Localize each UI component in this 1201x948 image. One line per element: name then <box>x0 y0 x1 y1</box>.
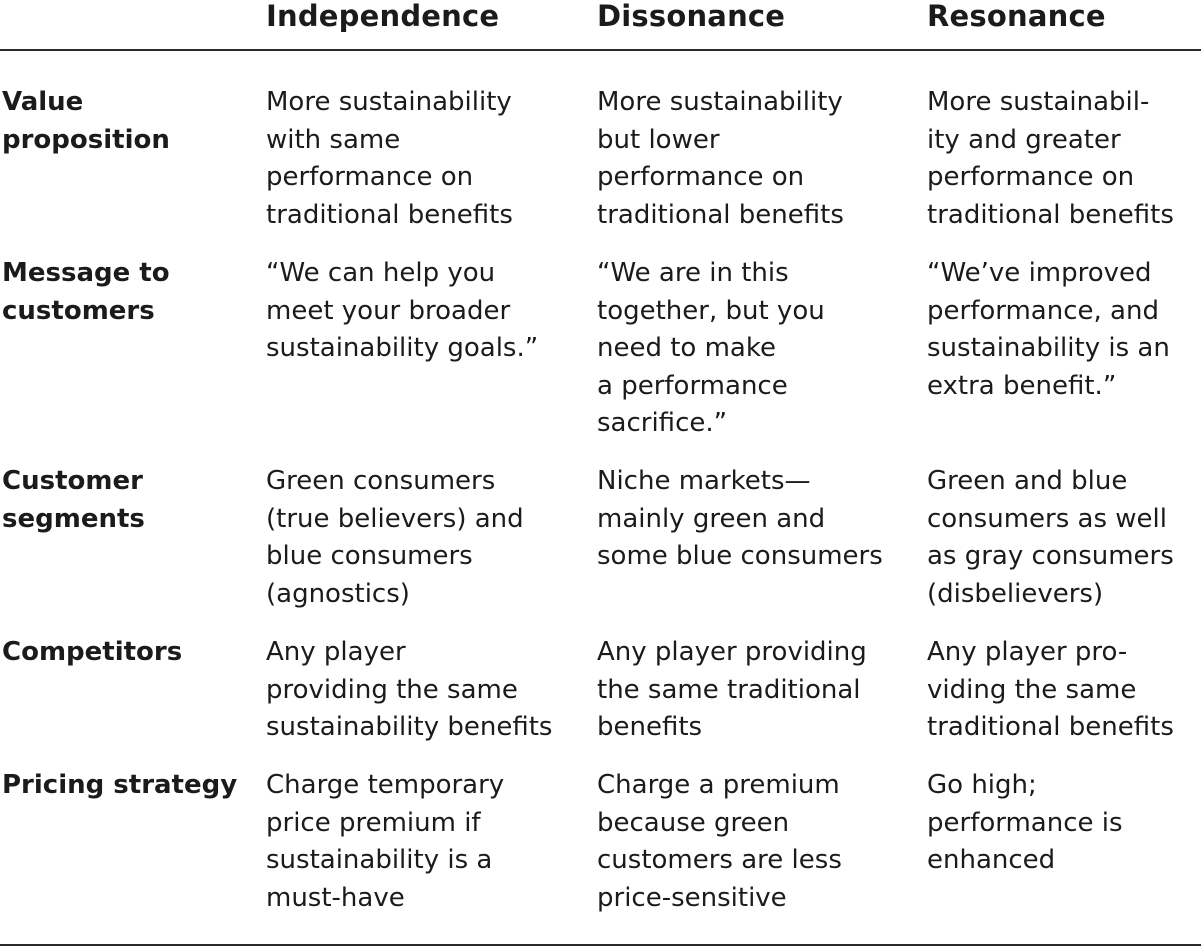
table-cell-independence: Charge temporary price premium if sustai… <box>266 770 505 913</box>
table-cell-independence: Green consumers (true believers) and blu… <box>266 466 524 609</box>
table-cell-independence: More sustainability with same performanc… <box>266 87 513 230</box>
table-header: Independence Dissonance Resonance <box>0 0 1201 50</box>
table-cell-resonance: Any player pro- viding the same traditio… <box>927 637 1174 742</box>
row-label: Customer segments <box>2 466 145 534</box>
column-header-independence: Independence <box>266 0 500 33</box>
table-cell-independence: Any player providing the same sustainabi… <box>266 637 553 742</box>
table-cell-resonance: Green and blue consumers as well as gray… <box>927 466 1174 609</box>
table-cell-resonance: Go high; performance is enhanced <box>927 770 1123 875</box>
table-cell-dissonance: “We are in this together, but you need t… <box>597 258 825 438</box>
row-label: Message to customers <box>2 258 170 326</box>
header-divider <box>0 49 1201 51</box>
table-cell-dissonance: Niche markets— mainly green and some blu… <box>597 466 883 571</box>
column-header-dissonance: Dissonance <box>597 0 786 33</box>
table-cell-resonance: More sustainabil- ity and greater perfor… <box>927 87 1174 230</box>
row-label: Pricing strategy <box>2 770 238 800</box>
table-cell-dissonance: More sustainability but lower performanc… <box>597 87 844 230</box>
table-cell-dissonance: Charge a premium because green customers… <box>597 770 842 913</box>
table-cell-resonance: “We’ve improved performance, and sustain… <box>927 258 1170 401</box>
column-header-resonance: Resonance <box>927 0 1106 33</box>
table-bottom-divider <box>0 944 1201 946</box>
table-cell-dissonance: Any player providing the same traditiona… <box>597 637 867 742</box>
table-cell-independence: “We can help you meet your broader susta… <box>266 258 539 363</box>
row-label: Value proposition <box>2 87 170 155</box>
row-label: Competitors <box>2 637 183 667</box>
